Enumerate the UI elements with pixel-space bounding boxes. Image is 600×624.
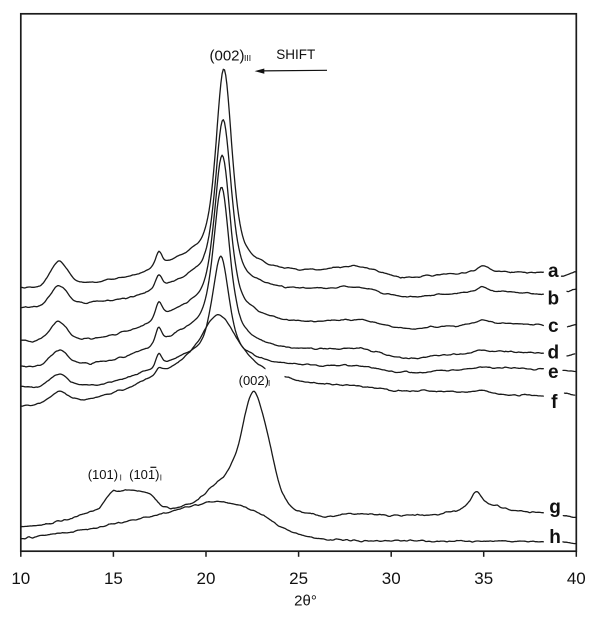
svg-text:e: e bbox=[548, 362, 559, 383]
svg-text:a: a bbox=[548, 261, 559, 282]
svg-text:10: 10 bbox=[11, 569, 30, 588]
svg-text:I: I bbox=[120, 473, 122, 482]
svg-text:2θ°: 2θ° bbox=[294, 593, 317, 610]
svg-text:30: 30 bbox=[382, 569, 401, 588]
svg-text:g: g bbox=[549, 497, 561, 518]
svg-text:20: 20 bbox=[197, 569, 216, 588]
svg-text:h: h bbox=[549, 527, 561, 548]
svg-text:I: I bbox=[160, 473, 162, 482]
svg-text:b: b bbox=[547, 288, 559, 309]
svg-text:c: c bbox=[548, 316, 559, 337]
svg-text:15: 15 bbox=[104, 569, 123, 588]
svg-text:(002): (002) bbox=[239, 373, 269, 388]
svg-text:d: d bbox=[547, 342, 559, 363]
svg-text:(101): (101) bbox=[129, 467, 159, 482]
svg-text:(002): (002) bbox=[209, 47, 244, 64]
svg-text:f: f bbox=[551, 392, 558, 413]
svg-text:III: III bbox=[244, 53, 251, 63]
svg-text:(101): (101) bbox=[88, 467, 118, 482]
svg-text:SHIFT: SHIFT bbox=[276, 47, 315, 62]
svg-text:35: 35 bbox=[474, 569, 493, 588]
svg-text:25: 25 bbox=[289, 569, 308, 588]
svg-text:40: 40 bbox=[567, 569, 586, 588]
svg-text:I: I bbox=[268, 379, 270, 388]
